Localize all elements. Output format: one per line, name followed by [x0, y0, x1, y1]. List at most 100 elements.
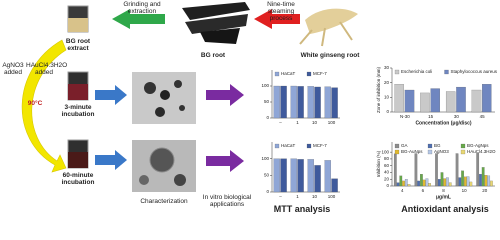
x-tick-label: – — [279, 194, 282, 199]
y-tick-label: 0 — [266, 189, 269, 194]
legend-swatch — [394, 143, 400, 149]
label: AgNO3 added — [2, 62, 24, 76]
bar — [290, 158, 297, 193]
bar — [314, 165, 321, 193]
legend-swatch — [444, 69, 449, 75]
legend-swatch — [274, 71, 280, 77]
arrow — [254, 9, 300, 29]
bar — [487, 175, 491, 187]
x-axis-title: μg/mL — [436, 194, 451, 200]
legend-swatch — [394, 69, 400, 75]
y-axis-title: Inhibition (%) — [376, 150, 381, 177]
bar — [417, 180, 420, 187]
legend-label: GA — [401, 143, 408, 148]
legend-label: HaCaT — [281, 143, 296, 148]
y-axis-title: Zone of inhibition (mm) — [376, 66, 381, 113]
bar — [437, 179, 441, 187]
y-tick-label: 50 — [264, 173, 270, 178]
bar — [307, 159, 314, 193]
x-tick-label: 100 — [328, 194, 336, 199]
ginseng-image — [299, 8, 358, 47]
bar — [297, 159, 304, 193]
x-tick-label: 6 — [422, 188, 425, 193]
bar — [484, 175, 488, 187]
bar — [307, 86, 314, 119]
bar — [425, 178, 429, 187]
bar — [396, 182, 400, 187]
bar — [273, 158, 280, 193]
bar — [445, 91, 456, 113]
tem-image — [132, 140, 196, 192]
y-tick-label: 60 — [384, 163, 390, 168]
bar — [482, 84, 492, 113]
bar — [479, 174, 482, 187]
y-tick-label: 20 — [384, 80, 390, 85]
bar — [466, 176, 470, 187]
bar — [314, 86, 321, 119]
legend-swatch — [427, 149, 433, 155]
bar — [402, 180, 405, 187]
x-tick-label: 20 — [482, 188, 488, 193]
bar — [430, 88, 440, 113]
x-tick-label: N-30 — [400, 114, 410, 119]
legend-swatch — [460, 149, 466, 155]
legend-swatch — [460, 143, 466, 149]
y-tick-label: 40 — [384, 170, 390, 175]
label: Characterization — [140, 198, 188, 205]
bar — [490, 180, 493, 187]
x-tick-label: 10 — [312, 120, 318, 125]
tem-image — [132, 72, 196, 124]
legend-label: Staphylococcus aureus — [451, 69, 498, 74]
arrow — [206, 150, 244, 172]
x-tick-label: 1 — [296, 194, 299, 199]
bar — [393, 153, 397, 187]
legend-label: BG-AuNps — [401, 149, 423, 154]
x-tick-label: 45 — [480, 114, 486, 119]
bar — [422, 179, 426, 187]
vial-liquid — [68, 152, 88, 168]
bar — [464, 176, 467, 187]
y-tick-label: 0 — [386, 109, 389, 114]
bar — [414, 153, 418, 187]
bar — [428, 183, 431, 187]
x-tick-label: 10 — [312, 194, 318, 199]
x-tick-label: – — [279, 120, 282, 125]
x-tick-label: 15 — [428, 114, 434, 119]
label: Antioxidant analysis — [401, 204, 489, 214]
bar — [407, 184, 411, 187]
label: In vitro biological applications — [202, 194, 252, 208]
bar — [461, 170, 464, 187]
legend-label: MCF-7 — [313, 71, 327, 76]
label: 60-minute incubation — [61, 172, 95, 186]
label: 3-minute incubation — [61, 104, 95, 118]
x-tick-label: 30 — [454, 114, 460, 119]
x-tick-label: 1 — [296, 120, 299, 125]
label: BG root extract — [65, 38, 91, 52]
legend-label: Escherichia coli — [401, 69, 432, 74]
y-tick-label: 10 — [384, 95, 390, 100]
label: Grinding and extraction — [123, 1, 161, 15]
vial-liquid — [68, 84, 88, 100]
curved-arrow — [21, 39, 67, 173]
legend-swatch — [427, 143, 433, 149]
y-tick-label: 30 — [384, 65, 390, 70]
bar — [324, 86, 331, 119]
y-tick-label: 80 — [384, 156, 390, 161]
label: MTT analysis — [273, 204, 331, 214]
bar — [471, 89, 482, 113]
y-tick-label: 50 — [264, 99, 270, 104]
legend-label: BG-AgNps — [467, 143, 489, 148]
bar — [448, 182, 452, 187]
bar — [420, 92, 430, 113]
bg-root-image — [182, 2, 250, 44]
y-tick-label: 100 — [261, 83, 269, 88]
legend-label: HAuCl4.3H2O — [467, 149, 496, 154]
bar — [280, 158, 287, 193]
y-tick-label: 20 — [384, 176, 390, 181]
label: White ginseng root — [300, 52, 360, 59]
legend-label: HaCaT — [281, 71, 296, 76]
bar — [420, 174, 423, 187]
bar — [324, 160, 331, 193]
bar — [446, 177, 449, 187]
